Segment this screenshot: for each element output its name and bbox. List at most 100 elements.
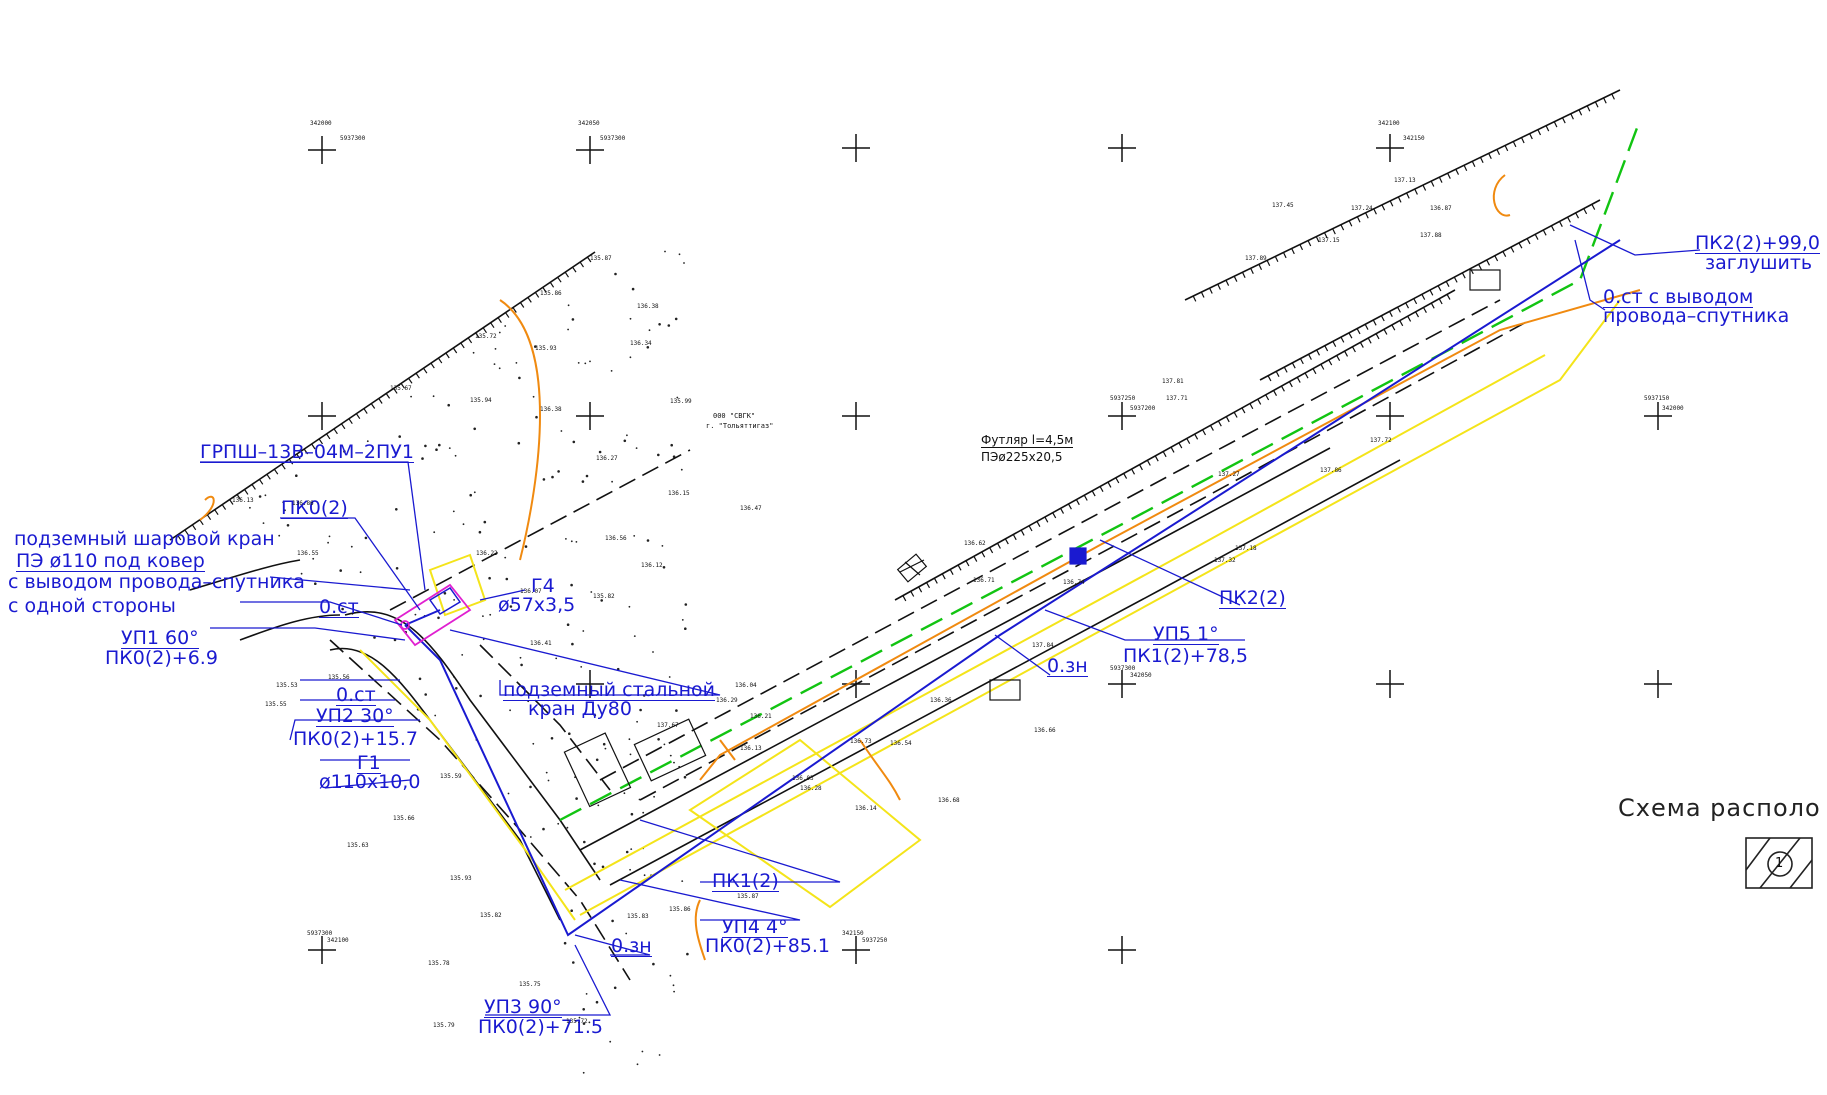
fence-tick: [229, 499, 234, 505]
terrain-dot: [585, 474, 589, 478]
fence-tick: [430, 362, 435, 369]
fence-tick: [1233, 275, 1238, 282]
elevation-value: 135.99: [670, 398, 692, 405]
fence-tick: [1217, 420, 1222, 427]
terrain-dot: [571, 318, 575, 321]
terrain-dot: [282, 501, 285, 504]
fence-tick: [1340, 336, 1345, 343]
fence-tick: [1020, 529, 1025, 536]
terrain-dot: [339, 569, 343, 572]
elevation-value: 136.29: [716, 697, 738, 704]
fence-tick: [1257, 398, 1262, 405]
grid-coordinate: 5937250: [1110, 395, 1136, 402]
grpsh-label: ГРПШ–13В–04М–2ПУ1: [200, 441, 414, 463]
fence-tick: [1115, 477, 1120, 484]
fence-tick: [1438, 176, 1443, 183]
fence-tick: [1603, 97, 1607, 104]
terrain-dot: [582, 630, 585, 632]
pk1-label: ПК1(2): [712, 870, 779, 892]
terrain-dot: [410, 395, 412, 398]
fence-tick: [1060, 508, 1065, 514]
terrain-dot: [519, 656, 522, 659]
terrain-dot: [414, 613, 417, 616]
terrain-dot: [437, 616, 440, 620]
fence-tick: [1332, 341, 1337, 347]
fence-tick: [1351, 346, 1356, 353]
terrain-dot: [590, 591, 593, 593]
elevation-value: 136.54: [890, 740, 912, 747]
up5-label-1: УП5 1°: [1153, 623, 1219, 645]
steel-valve-label-2: кран Ду80: [528, 698, 632, 720]
terrain-dot: [479, 694, 482, 698]
fence-tick: [1367, 337, 1372, 344]
fence-tick: [1356, 216, 1361, 223]
fence-tick: [1067, 503, 1072, 510]
terrain-dot: [630, 848, 633, 850]
fence-tick: [1012, 534, 1017, 541]
fence-tick: [415, 372, 420, 379]
terrain-dot: [488, 576, 491, 580]
fence-tick: [1437, 285, 1442, 292]
terrain-dot: [636, 1063, 639, 1066]
fence-tick: [1186, 438, 1191, 444]
fence-tick: [1469, 268, 1474, 275]
fence-tick: [259, 479, 264, 485]
terrain-dot: [672, 984, 675, 987]
grid-coordinate: 5937200: [1130, 405, 1156, 412]
terrain-dot: [668, 676, 671, 678]
orange-lines: [199, 174, 1641, 961]
terrain-dot: [628, 738, 631, 741]
fence-tick: [1438, 298, 1443, 305]
fence-tick: [1275, 371, 1280, 377]
ball-valve-label-2: ПЭ ø110 под ковер: [16, 550, 205, 572]
fence-tick: [1578, 109, 1583, 116]
fence-tick: [266, 473, 271, 480]
fence-tick: [1107, 481, 1112, 488]
up4-label-2: ПК0(2)+85.1: [705, 935, 831, 957]
elevation-value: 137.13: [1394, 177, 1416, 184]
terrain-dot: [418, 677, 422, 681]
terrain-dot: [432, 395, 435, 398]
terrain-dot: [681, 619, 684, 621]
fence-tick: [1486, 259, 1491, 266]
fence-tick: [1529, 133, 1533, 140]
fence-tick: [244, 489, 249, 495]
grid-coordinate: 5937150: [1644, 395, 1670, 402]
fence-tick: [408, 377, 413, 384]
terrain-dot: [395, 508, 398, 511]
elevation-value: 136.74: [1063, 579, 1085, 586]
elevation-value: 136.13: [232, 497, 254, 504]
terrain-dot: [264, 494, 267, 497]
terrain-dot: [595, 1000, 599, 1004]
terrain-dot: [609, 1040, 612, 1043]
elevation-value: 135.66: [393, 815, 415, 822]
fence-tick: [996, 542, 1001, 549]
terrain-dot: [566, 826, 569, 829]
elevation-value: 136.21: [750, 713, 772, 720]
fence-tick: [1558, 221, 1563, 227]
blue-gas-pipeline: [404, 239, 1621, 937]
elevation-value: 135.72: [566, 1018, 588, 1025]
fence-tick: [1324, 345, 1329, 352]
fence-tick: [1154, 455, 1159, 462]
grpsh-box: [428, 587, 462, 615]
fence-tick: [296, 453, 301, 460]
terrain-dot: [636, 720, 638, 723]
terrain-dot: [327, 541, 329, 544]
elevation-value: 135.56: [328, 674, 350, 681]
fence-tick: [400, 383, 405, 389]
elevation-value: 137.84: [1032, 642, 1054, 649]
grid-coordinate: 342050: [1130, 672, 1152, 679]
terrain-dot: [582, 1022, 586, 1025]
terrain-dot: [312, 557, 315, 560]
terrain-dot: [509, 605, 513, 608]
fence-tick: [1372, 319, 1377, 326]
elevation-value: 137.88: [1420, 232, 1442, 239]
elevation-value: 136.38: [637, 303, 659, 310]
terrain-dot: [563, 941, 567, 945]
terrain-dot: [571, 642, 574, 646]
zn-label-1: 0.зн: [611, 935, 652, 957]
otmetka-label-2: 0.ст: [336, 684, 376, 706]
terrain-dot: [462, 523, 465, 526]
fence-tick: [902, 595, 907, 602]
